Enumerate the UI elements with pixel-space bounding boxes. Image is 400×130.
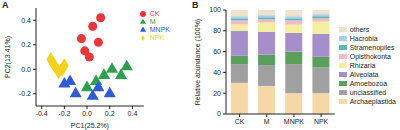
html-text:Alveolata: Alveolata xyxy=(349,70,379,78)
html-text:Rhizaria: Rhizaria xyxy=(349,61,376,69)
svg-text:PC1(25.2%): PC1(25.2%) xyxy=(71,122,109,130)
svg-text:-0.2: -0.2 xyxy=(19,90,31,97)
html-text:Archaeplastida: Archaeplastida xyxy=(349,97,396,105)
html-text:Opisthokonta: Opisthokonta xyxy=(349,52,391,60)
html-text:unclassified: unclassified xyxy=(349,88,387,96)
svg-text:100: 100 xyxy=(209,6,221,13)
html-text:others: others xyxy=(349,25,370,33)
svg-text:M: M xyxy=(264,118,270,125)
svg-text:20: 20 xyxy=(213,90,221,97)
html-text:B: B xyxy=(192,0,199,10)
svg-text:MNPK: MNPK xyxy=(284,118,305,125)
html-text:Hacrobia: Hacrobia xyxy=(349,34,378,42)
svg-text:0.4: 0.4 xyxy=(21,17,31,24)
svg-text:0.0: 0.0 xyxy=(82,110,92,117)
html-text:A: A xyxy=(2,0,9,10)
svg-text:0.4: 0.4 xyxy=(128,110,138,117)
html-text:Amoebozoa: Amoebozoa xyxy=(349,79,387,87)
html-text:MNPK: MNPK xyxy=(149,26,170,33)
svg-text:60: 60 xyxy=(213,48,221,55)
html-text:Stramenopiles: Stramenopiles xyxy=(349,43,395,51)
svg-text:80: 80 xyxy=(213,27,221,34)
svg-text:40: 40 xyxy=(213,69,221,76)
svg-text:0.2: 0.2 xyxy=(21,41,31,48)
svg-text:0.2: 0.2 xyxy=(105,110,115,117)
svg-text:-0.2: -0.2 xyxy=(58,110,70,117)
svg-text:CK: CK xyxy=(235,118,245,125)
html-text:CK: CK xyxy=(149,10,160,17)
html-text:NPK: NPK xyxy=(149,34,165,41)
svg-text:-0.4: -0.4 xyxy=(36,110,48,117)
svg-text:Relative abundance (100%): Relative abundance (100%) xyxy=(194,19,202,105)
svg-text:0.0: 0.0 xyxy=(21,66,31,73)
svg-text:0: 0 xyxy=(217,110,221,117)
html-text:M: M xyxy=(149,18,156,25)
svg-text:PC2(13.41%): PC2(13.41%) xyxy=(8,36,12,78)
svg-text:NPK: NPK xyxy=(314,118,329,125)
